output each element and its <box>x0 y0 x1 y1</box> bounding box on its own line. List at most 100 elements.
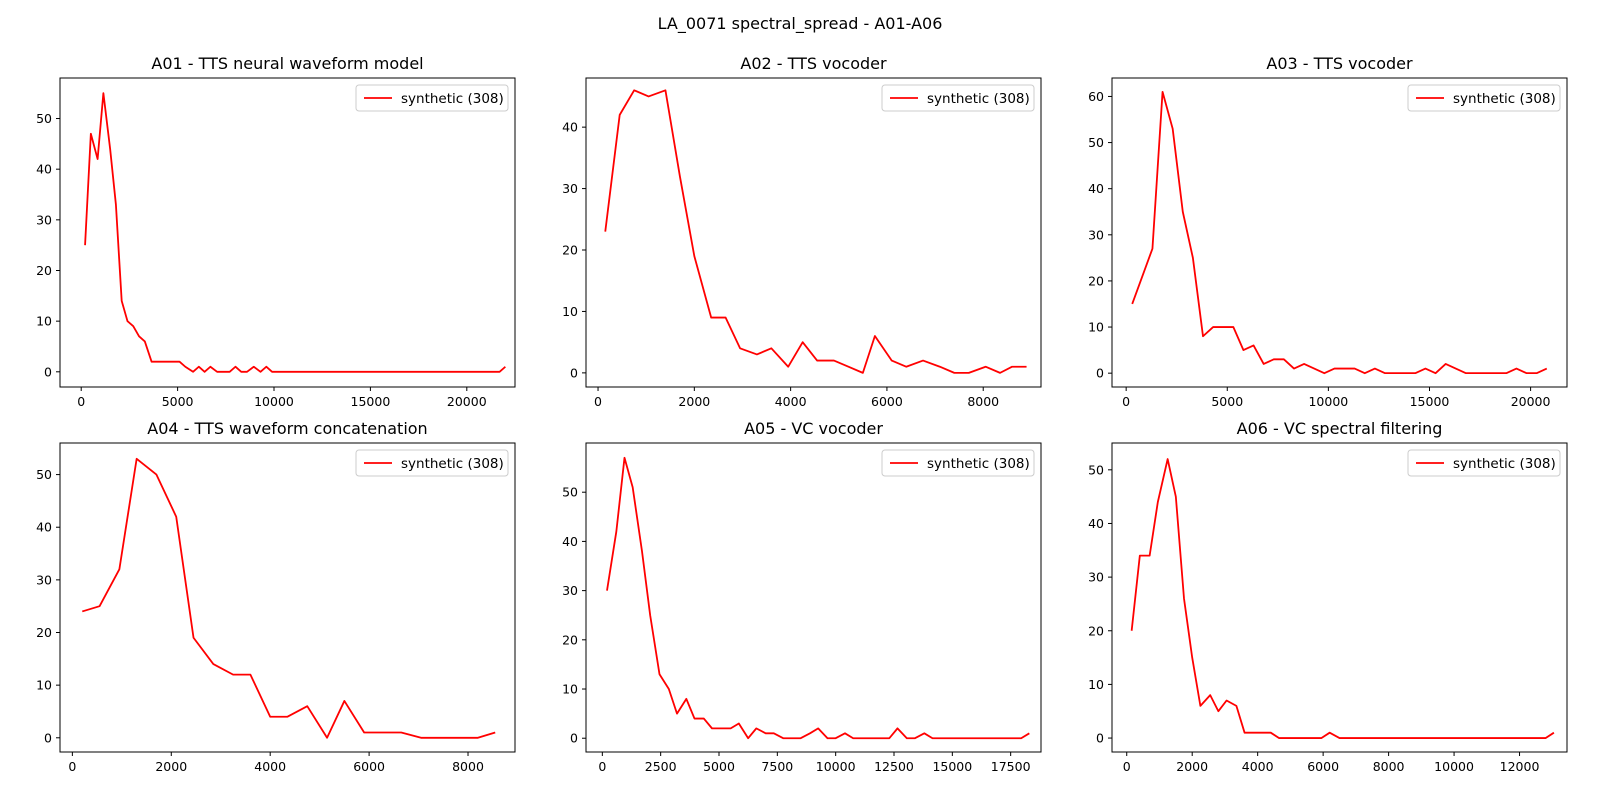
y-tick-label: 10 <box>1088 320 1104 335</box>
x-tick-label: 0 <box>598 759 606 774</box>
subplot-title: A05 - VC vocoder <box>744 419 883 438</box>
y-tick-label: 30 <box>36 572 52 587</box>
y-tick-label: 60 <box>1088 89 1104 104</box>
legend: synthetic (308) <box>355 84 509 112</box>
legend-label: synthetic (308) <box>927 91 1030 107</box>
y-tick-label: 40 <box>1088 181 1104 196</box>
x-tick-label: 0 <box>1123 759 1131 774</box>
legend-box <box>1407 449 1561 477</box>
x-tick-label: 20000 <box>1511 394 1551 409</box>
x-tick-label: 10000 <box>1308 394 1348 409</box>
x-tick-label: 8000 <box>1373 759 1405 774</box>
legend: synthetic (308) <box>1407 449 1561 477</box>
x-tick-label: 7500 <box>761 759 793 774</box>
x-tick-label: 5000 <box>1211 394 1243 409</box>
y-tick-label: 0 <box>1096 366 1104 381</box>
plot-area-frame <box>59 442 516 753</box>
y-tick-label: 30 <box>1088 227 1104 242</box>
x-tick-label: 10000 <box>816 759 856 774</box>
x-tick-label: 0 <box>594 394 602 409</box>
legend-box <box>355 84 509 112</box>
y-tick-label: 10 <box>36 678 52 693</box>
y-tick-label: 10 <box>562 682 578 697</box>
x-tick-label: 4000 <box>775 394 807 409</box>
y-tick-label: 0 <box>44 730 52 745</box>
x-tick-label: 2000 <box>155 759 187 774</box>
x-tick-label: 4000 <box>254 759 286 774</box>
y-tick-label: 50 <box>36 467 52 482</box>
plot-area-frame <box>1111 442 1568 753</box>
legend: synthetic (308) <box>355 449 509 477</box>
subplot-1: A01 - TTS neural waveform model 0 5000 1000… <box>36 54 516 409</box>
x-tick-label: 8000 <box>967 394 999 409</box>
y-tick-label: 10 <box>562 304 578 319</box>
x-tick-label: 17500 <box>991 759 1031 774</box>
x-tick-label: 0 <box>68 759 76 774</box>
y-tick-label: 20 <box>36 625 52 640</box>
y-tick-label: 40 <box>1088 516 1104 531</box>
legend-label: synthetic (308) <box>401 91 504 107</box>
y-tick-label: 20 <box>1088 273 1104 288</box>
figure-suptitle: LA_0071 spectral_spread - A01-A06 <box>658 14 943 34</box>
subplot-2: A02 - TTS vocoder 0 2000 4000 6000 8000 0 10 20 3… <box>562 54 1042 409</box>
x-tick-label: 12500 <box>874 759 914 774</box>
legend-label: synthetic (308) <box>1453 91 1556 107</box>
x-tick-label: 5000 <box>703 759 735 774</box>
legend-box <box>881 449 1035 477</box>
subplot-title: A03 - TTS vocoder <box>1266 54 1413 73</box>
y-tick-label: 30 <box>1088 570 1104 585</box>
x-tick-label: 0 <box>77 394 85 409</box>
legend-label: synthetic (308) <box>401 456 504 472</box>
legend-label: synthetic (308) <box>927 456 1030 472</box>
subplot-title: A04 - TTS waveform concatenation <box>147 419 427 438</box>
x-tick-label: 15000 <box>1410 394 1450 409</box>
y-tick-label: 10 <box>36 314 52 329</box>
y-tick-label: 50 <box>36 111 52 126</box>
series-line-synthetic <box>81 457 496 739</box>
subplot-3: A03 - TTS vocoder 0 5000 10000 15000 20000 0 10… <box>1088 54 1568 409</box>
subplot-5: A05 - VC vocoder 0 2500 5000 7500 10000 12500 1… <box>562 419 1042 774</box>
plot-area-frame <box>59 77 516 388</box>
x-tick-label: 6000 <box>871 394 903 409</box>
x-tick-label: 6000 <box>1307 759 1339 774</box>
x-tick-label: 15000 <box>351 394 391 409</box>
series-line-synthetic <box>1131 90 1548 375</box>
x-tick-label: 10000 <box>1434 759 1474 774</box>
x-tick-label: 6000 <box>353 759 385 774</box>
plot-area-frame <box>585 442 1042 753</box>
series-line-synthetic <box>606 456 1030 740</box>
y-tick-label: 20 <box>1088 623 1104 638</box>
x-tick-label: 0 <box>1122 394 1130 409</box>
subplot-6: A06 - VC spectral filtering 0 2000 4000 6000… <box>1088 419 1568 774</box>
y-tick-label: 0 <box>570 365 578 380</box>
y-tick-label: 0 <box>44 364 52 379</box>
series-line-synthetic <box>84 92 506 373</box>
x-tick-label: 5000 <box>162 394 194 409</box>
x-tick-label: 12000 <box>1500 759 1540 774</box>
x-tick-label: 2500 <box>645 759 677 774</box>
subplot-title: A06 - VC spectral filtering <box>1237 419 1443 438</box>
y-tick-label: 40 <box>36 162 52 177</box>
y-tick-label: 10 <box>1088 677 1104 692</box>
x-tick-label: 2000 <box>678 394 710 409</box>
y-tick-label: 50 <box>1088 135 1104 150</box>
y-tick-label: 0 <box>1096 731 1104 746</box>
subplot-title: A02 - TTS vocoder <box>740 54 887 73</box>
x-tick-label: 4000 <box>1242 759 1274 774</box>
x-tick-label: 20000 <box>447 394 487 409</box>
plot-area-frame <box>1111 77 1568 388</box>
plot-area-frame <box>585 77 1042 388</box>
y-tick-label: 0 <box>570 731 578 746</box>
legend: synthetic (308) <box>881 449 1035 477</box>
y-tick-label: 30 <box>36 212 52 227</box>
series-line-synthetic <box>604 89 1027 374</box>
y-tick-label: 50 <box>562 485 578 500</box>
x-tick-label: 8000 <box>452 759 484 774</box>
y-tick-label: 30 <box>562 181 578 196</box>
y-tick-label: 50 <box>1088 462 1104 477</box>
subplot-title: A01 - TTS neural waveform model <box>151 54 423 73</box>
legend: synthetic (308) <box>881 84 1035 112</box>
series-line-synthetic <box>1130 458 1555 739</box>
y-tick-label: 20 <box>562 632 578 647</box>
